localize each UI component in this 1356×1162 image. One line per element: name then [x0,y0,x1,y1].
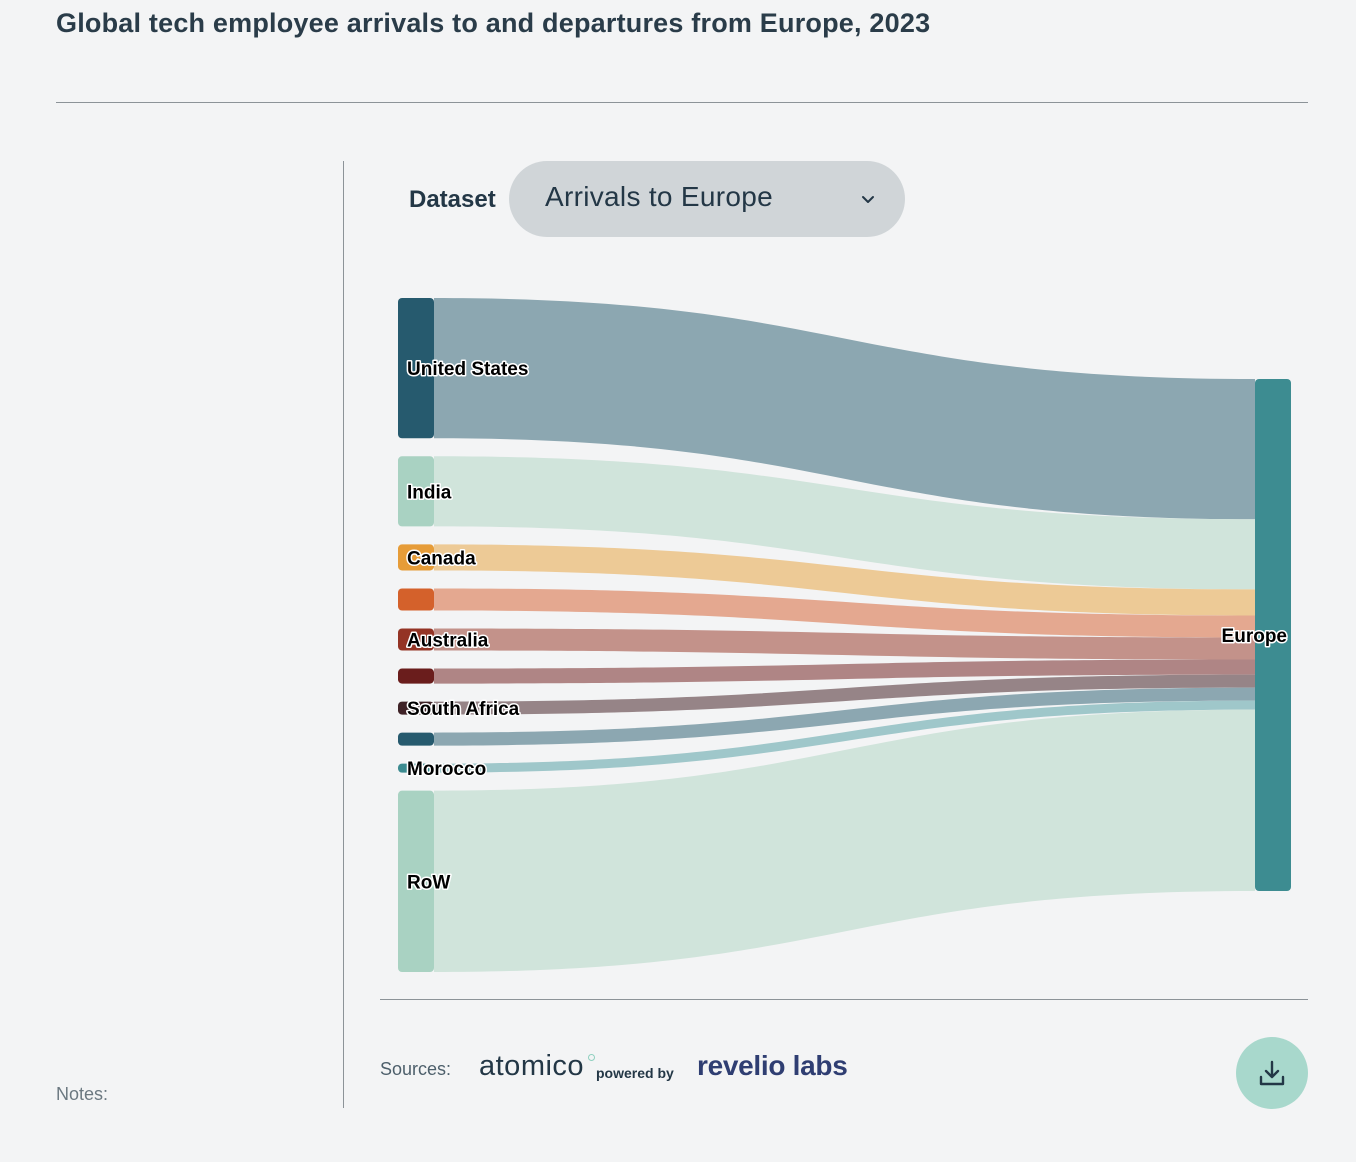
sankey-label-row: RoW [407,872,450,893]
dataset-dropdown-value: Arrivals to Europe [545,181,773,212]
sankey-link-canada [434,544,1255,616]
sankey-node-source-4 [398,588,434,611]
sankey-chart: United States India Canada Australia South A… [398,298,1291,972]
sankey-label-united-states: United States [407,359,528,380]
sankey-node-source-6 [398,668,434,684]
sankey-link-row [434,709,1255,972]
sankey-node-united-states [398,298,434,439]
sankey-label-india: India [407,482,452,503]
sankey-node-australia [398,628,434,651]
footer-divider [380,999,1308,1000]
sankey-node-canada [398,544,434,571]
download-icon [1259,1060,1285,1086]
sankey-node-south-africa [398,701,434,715]
sankey-link-morocco [434,700,1255,773]
sankey-label-morocco: Morocco [407,759,486,780]
sankey-label-australia: Australia [407,631,489,652]
sankey-node-europe [1255,379,1291,891]
sankey-link-south-africa [434,674,1255,715]
sources-label: Sources: [380,1059,452,1079]
sankey-link-india [434,456,1255,590]
notes-label: Notes: [56,1084,109,1104]
sankey-label-europe: Europe [1222,626,1287,647]
chevron-down-icon [862,196,874,203]
sankey-link-united-states [434,298,1255,520]
sankey-link-source-8 [434,687,1255,746]
revelio-labs-logo: revelio labs [697,1050,848,1081]
atomico-logo-mark [588,1054,595,1061]
sankey-node-row [398,790,434,972]
sankey-label-canada: Canada [407,548,476,569]
powered-by-label: powered by [596,1065,674,1081]
sankey-node-morocco [398,763,434,773]
chart-title: Global tech employee arrivals to and dep… [56,8,931,38]
download-button[interactable] [1236,1037,1308,1109]
sankey-link-source-6 [434,659,1255,684]
sankey-label-south-africa: South Africa [407,699,520,720]
dataset-label: Dataset [409,186,496,213]
sankey-node-india [398,456,434,527]
dataset-dropdown[interactable]: Arrivals to Europe [509,161,905,237]
sankey-node-source-8 [398,732,434,746]
atomico-logo: atomico [479,1050,585,1082]
sankey-link-australia [434,628,1255,660]
title-divider [56,102,1308,103]
sankey-link-source-4 [434,588,1255,638]
sidebar-divider [343,161,344,1108]
